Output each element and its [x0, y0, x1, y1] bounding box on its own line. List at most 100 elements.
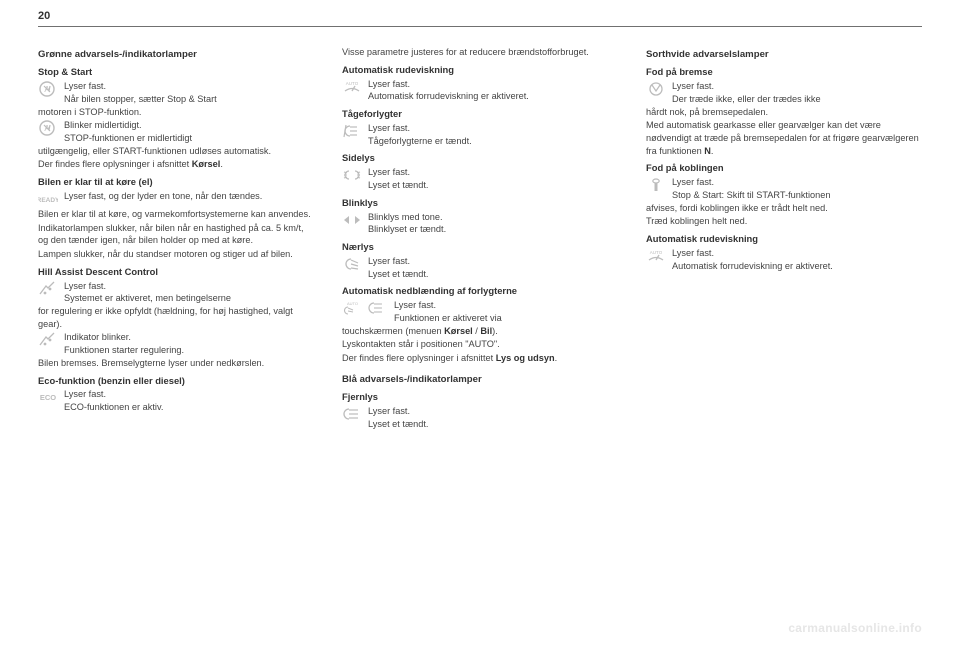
- text: Lyser fast. Systemet er aktiveret, men b…: [64, 280, 314, 305]
- para: Bilen er klar til at køre, og varmekomfo…: [38, 208, 314, 221]
- line: Blinklys med tone.: [368, 212, 443, 222]
- fog-item: Lyser fast. Tågeforlygterne er tændt.: [342, 122, 618, 147]
- text: Blinklys med tone. Blinklyset er tændt.: [368, 211, 618, 236]
- foot-clutch-icon: [646, 176, 666, 194]
- line: Funktionen er aktiveret via: [394, 313, 502, 323]
- line: Systemet er aktiveret, men betingelserne: [64, 293, 231, 303]
- clutch-item: Lyser fast. Stop & Start: Skift til STAR…: [646, 176, 922, 201]
- blue-heading: Blå advarsels-/indikatorlamper: [342, 373, 618, 386]
- text: Lyser fast. Lyset et tændt.: [368, 405, 618, 430]
- autohl-title: Automatisk nedblænding af forlygterne: [342, 285, 618, 298]
- column-2: Visse parametre justeres for at reducere…: [342, 46, 618, 430]
- text: Indikator blinker. Funktionen starter re…: [64, 331, 314, 356]
- hill-descent-icon: [38, 331, 58, 349]
- auto-wiper-icon: [342, 78, 362, 96]
- stopstart-icon: [38, 119, 58, 137]
- line: Tågeforlygterne er tændt.: [368, 136, 472, 146]
- page: 20 Grønne advarsels-/indikatorlamper Sto…: [0, 0, 960, 649]
- ready-icon: [38, 190, 58, 208]
- line: Der træde ikke, eller der trædes ikke: [672, 94, 821, 104]
- line: Lyser fast.: [64, 389, 106, 399]
- ready-item: Lyser fast, og der lyder en tone, når de…: [38, 190, 314, 208]
- column-1: Grønne advarsels-/indikatorlamper Stop &…: [38, 46, 314, 430]
- line: Lyser fast.: [368, 406, 410, 416]
- para: Træd koblingen helt ned.: [646, 215, 922, 228]
- clutch-title: Fod på koblingen: [646, 162, 922, 175]
- stopstart-item-1: Lyser fast. Når bilen stopper, sætter St…: [38, 80, 314, 105]
- line: Stop & Start: Skift til START-funktionen: [672, 190, 830, 200]
- text: Lyser fast. Lyset et tændt.: [368, 255, 618, 280]
- blink-item: Blinklys med tone. Blinklyset er tændt.: [342, 211, 618, 236]
- eco-item: Lyser fast. ECO-funktionen er aktiv.: [38, 388, 314, 413]
- brake-title: Fod på bremse: [646, 66, 922, 79]
- near-item: Lyser fast. Lyset et tændt.: [342, 255, 618, 280]
- hill-descent-icon: [38, 280, 58, 298]
- para: Der findes flere oplysninger i afsnittet…: [38, 158, 314, 171]
- para: Visse parametre justeres for at reducere…: [342, 46, 618, 59]
- line: Lyser fast.: [368, 256, 410, 266]
- line: Lyser fast.: [64, 81, 106, 91]
- line: Indikator blinker.: [64, 332, 131, 342]
- side-item: Lyser fast. Lyset et tændt.: [342, 166, 618, 191]
- fog-light-icon: [342, 122, 362, 140]
- brake-item: Lyser fast. Der træde ikke, eller der tr…: [646, 80, 922, 105]
- autohl-item: Lyser fast. Funktionen er aktiveret via: [342, 299, 618, 324]
- page-number: 20: [38, 10, 50, 22]
- line: Lyset et tændt.: [368, 180, 428, 190]
- text: Lyser fast, og der lyder en tone, når de…: [64, 190, 314, 203]
- top-rule: [38, 26, 922, 27]
- col3-heading: Sorthvide advarselslamper: [646, 48, 922, 61]
- line: STOP-funktionen er midlertidigt: [64, 133, 192, 143]
- text: Lyser fast. Tågeforlygterne er tændt.: [368, 122, 618, 147]
- stopstart-title: Stop & Start: [38, 66, 314, 79]
- autow-item: Lyser fast. Automatisk forrudeviskning e…: [646, 247, 922, 272]
- columns: Grønne advarsels-/indikatorlamper Stop &…: [38, 46, 922, 430]
- side-title: Sidelys: [342, 152, 618, 165]
- line: ECO-funktionen er aktiv.: [64, 402, 163, 412]
- line: Lyser fast.: [64, 281, 106, 291]
- stopstart-item-2: Blinker midlertidigt. STOP-funktionen er…: [38, 119, 314, 144]
- text: Lyser fast. Når bilen stopper, sætter St…: [64, 80, 314, 105]
- col1-heading: Grønne advarsels-/indikatorlamper: [38, 48, 314, 61]
- hadc-title: Hill Assist Descent Control: [38, 266, 314, 279]
- column-3: Sorthvide advarselslamper Fod på bremse …: [646, 46, 922, 430]
- line: Blinker midlertidigt.: [64, 120, 142, 130]
- para: Indikatorlampen slukker, når bilen når e…: [38, 222, 314, 247]
- text: Lyser fast. Funktionen er aktiveret via: [394, 299, 618, 324]
- eco-title: Eco-funktion (benzin eller diesel): [38, 375, 314, 388]
- line: Lyser fast.: [672, 177, 714, 187]
- high-beam-icon: [342, 405, 362, 423]
- line: Funktionen starter regulering.: [64, 345, 184, 355]
- low-beam-icon: [342, 255, 362, 273]
- auto-headlight-icon: [342, 299, 362, 317]
- para: Lampen slukker, når du standser motoren …: [38, 248, 314, 261]
- ready-title: Bilen er klar til at køre (el): [38, 176, 314, 189]
- para: afvises, fordi koblingen ikke er trådt h…: [646, 202, 922, 215]
- blink-title: Blinklys: [342, 197, 618, 210]
- high-item: Lyser fast. Lyset et tændt.: [342, 405, 618, 430]
- text: Lyser fast. ECO-funktionen er aktiv.: [64, 388, 314, 413]
- autow-title: Automatisk rudeviskning: [646, 233, 922, 246]
- line: Automatisk forrudeviskning er aktiveret.: [368, 91, 529, 101]
- para: hårdt nok, på bremsepedalen.: [646, 106, 922, 119]
- near-title: Nærlys: [342, 241, 618, 254]
- auto-wiper-icon: [646, 247, 666, 265]
- line: Lyser fast.: [368, 79, 410, 89]
- para: Bilen bremses. Bremselygterne lyser unde…: [38, 357, 314, 370]
- high-title: Fjernlys: [342, 391, 618, 404]
- side-light-icon: [342, 166, 362, 184]
- hadc-item-2: Indikator blinker. Funktionen starter re…: [38, 331, 314, 356]
- para: touchskærmen (menuen Kørsel / Bil).: [342, 325, 618, 338]
- auto-headlight-icon-2: [368, 299, 388, 317]
- text: Lyser fast. Der træde ikke, eller der tr…: [672, 80, 922, 105]
- line: Lyser fast.: [368, 123, 410, 133]
- line: Blinklyset er tændt.: [368, 224, 446, 234]
- para: utilgængelig, eller START-funktionen udl…: [38, 145, 314, 158]
- auto-title: Automatisk rudeviskning: [342, 64, 618, 77]
- para: Med automatisk gearkasse eller gearvælge…: [646, 119, 922, 157]
- para: Lyskontakten står i positionen "AUTO".: [342, 338, 618, 351]
- line: Lyser fast.: [672, 248, 714, 258]
- line: Lyser fast.: [672, 81, 714, 91]
- line: Automatisk forrudeviskning er aktiveret.: [672, 261, 833, 271]
- auto-item: Lyser fast. Automatisk forrudeviskning e…: [342, 78, 618, 103]
